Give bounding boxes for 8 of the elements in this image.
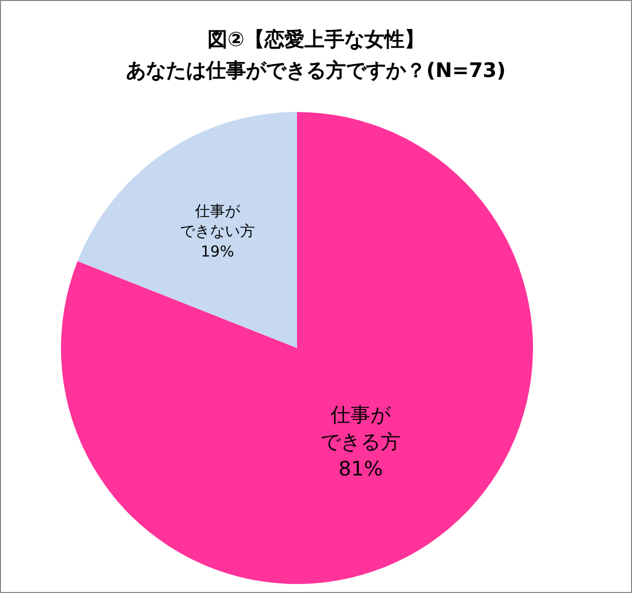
- pie-slice: [78, 112, 297, 348]
- data-label: 19%: [200, 242, 234, 260]
- data-label: 81%: [338, 456, 383, 481]
- chart-subtitle: あなたは仕事ができる方ですか？(N=73): [126, 58, 506, 82]
- pie-slice: [61, 112, 533, 584]
- slice-label: 仕事ができる方: [320, 402, 401, 454]
- slice-label: 仕事ができない方: [180, 202, 255, 240]
- chart-title: 図②【恋愛上手な女性】: [208, 27, 424, 51]
